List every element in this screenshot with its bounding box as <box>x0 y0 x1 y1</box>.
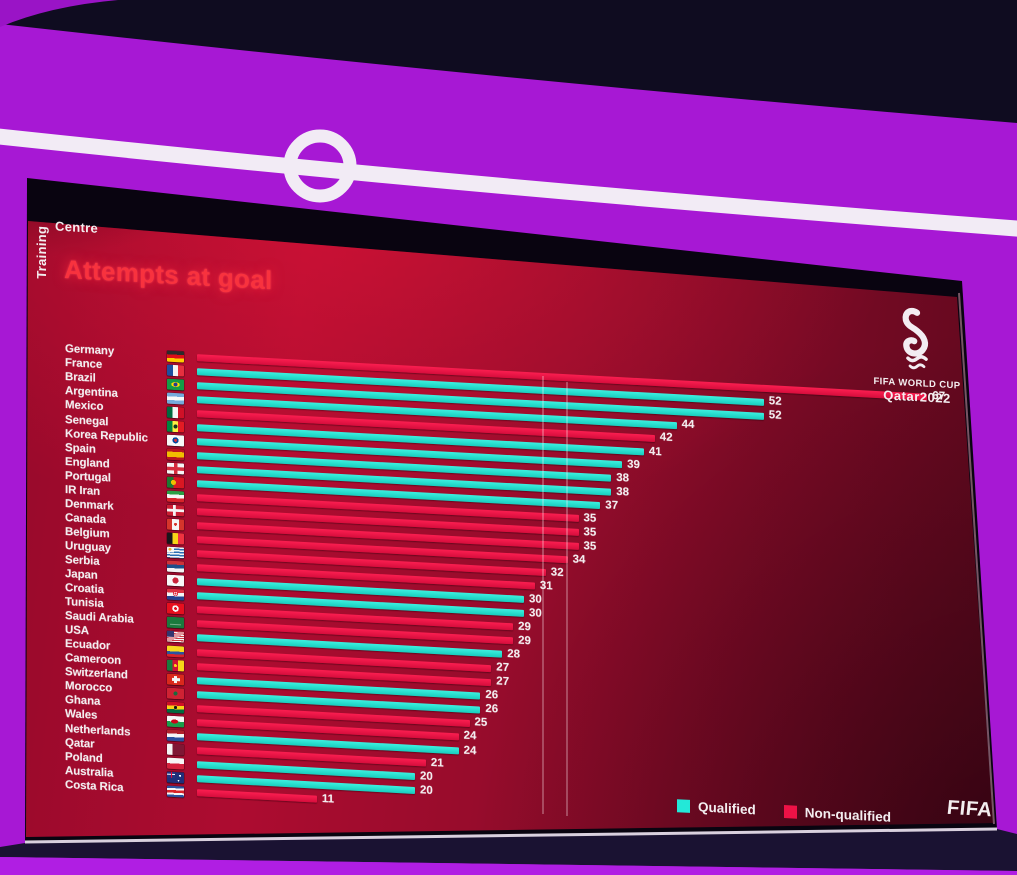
spain-flag-icon <box>167 448 184 461</box>
morocco-flag-icon <box>167 687 184 700</box>
wales-flag-icon <box>167 715 184 728</box>
attempts-bar <box>197 789 317 803</box>
chart-rows: Germany 67 France 52 Brazil 52 Argentina 44 Mexi… <box>65 343 997 843</box>
value-label: 29 <box>518 634 531 648</box>
tunisia-flag-icon <box>167 602 184 615</box>
value-label: 30 <box>529 593 542 606</box>
value-label: 38 <box>616 471 629 485</box>
iran-flag-icon <box>167 490 184 503</box>
uruguay-flag-icon <box>167 546 184 559</box>
brazil-flag-icon <box>167 378 184 391</box>
value-label: 29 <box>518 620 531 634</box>
value-label: 30 <box>529 607 542 620</box>
vertical-gridline <box>566 382 568 816</box>
ecuador-flag-icon <box>167 645 184 658</box>
roundel-ring-icon <box>283 129 357 203</box>
value-label: 21 <box>430 756 444 770</box>
value-label: 39 <box>627 458 640 471</box>
value-label: 20 <box>420 783 433 797</box>
senegal-flag-icon <box>167 420 184 433</box>
mexico-flag-icon <box>167 406 184 419</box>
portugal-flag-icon <box>167 476 184 489</box>
value-label: 26 <box>485 689 499 702</box>
qualified-swatch-icon <box>677 799 690 813</box>
japan-flag-icon <box>167 574 184 587</box>
purple-floor-strip <box>0 857 1017 875</box>
value-label: 52 <box>768 409 782 423</box>
qatar-2022-emblem-icon <box>902 307 929 370</box>
value-label: 26 <box>485 703 499 716</box>
value-label: 20 <box>420 769 433 783</box>
value-label: 52 <box>768 395 782 409</box>
denmark-flag-icon <box>167 504 184 517</box>
chart-title: Attempts at goal <box>64 254 273 296</box>
value-label: 27 <box>496 675 510 689</box>
white-swoosh <box>0 128 1017 237</box>
value-label: 44 <box>681 418 695 432</box>
vertical-gridline <box>542 376 544 814</box>
value-label: 25 <box>474 716 488 730</box>
germany-flag-icon <box>167 350 184 363</box>
canada-flag-icon <box>167 518 184 531</box>
england-flag-icon <box>167 462 184 475</box>
qatar-flag-icon <box>167 743 184 756</box>
chart-content: Training Centre Attempts at goal Germany… <box>27 195 997 843</box>
purple-corner-wedge <box>0 0 118 27</box>
value-label: 35 <box>583 511 597 525</box>
world-cup-logo: FIFA WORLD CUP Qatar2022 <box>857 304 977 407</box>
value-label: 24 <box>463 744 477 757</box>
cameroon-flag-icon <box>167 659 184 672</box>
belgium-flag-icon <box>167 532 184 545</box>
value-label: 24 <box>463 730 477 743</box>
switzerland-flag-icon <box>167 673 184 686</box>
non-qualified-swatch-icon <box>783 804 797 819</box>
argentina-flag-icon <box>167 392 184 405</box>
value-label: 37 <box>605 499 619 512</box>
brand-centre-label: Centre <box>55 218 98 236</box>
value-label: 35 <box>583 539 597 553</box>
netherlands-flag-icon <box>167 729 184 742</box>
ghana-flag-icon <box>167 701 184 714</box>
poland-flag-icon <box>167 757 184 770</box>
value-label: 34 <box>572 553 586 567</box>
costa-rica-flag-icon <box>167 785 184 798</box>
fifa-wordmark: FIFA <box>945 796 994 822</box>
country-label: Costa Rica <box>65 778 124 794</box>
value-label: 11 <box>321 792 335 806</box>
usa-flag-icon <box>167 631 184 643</box>
value-label: 38 <box>616 485 629 499</box>
serbia-flag-icon <box>167 560 184 573</box>
value-label: 35 <box>583 525 597 539</box>
value-label: 28 <box>507 648 520 661</box>
france-flag-icon <box>167 364 184 377</box>
australia-flag-icon <box>167 771 184 784</box>
value-label: 42 <box>659 431 673 445</box>
value-label: 41 <box>648 445 662 458</box>
qualified-label: Qualified <box>698 799 756 818</box>
brand-training-label: Training <box>34 225 49 280</box>
value-label: 27 <box>496 661 510 675</box>
value-label: 32 <box>550 566 564 579</box>
korea-flag-icon <box>167 434 184 447</box>
saudi-arabia-flag-icon <box>167 616 184 629</box>
croatia-flag-icon <box>167 588 184 601</box>
